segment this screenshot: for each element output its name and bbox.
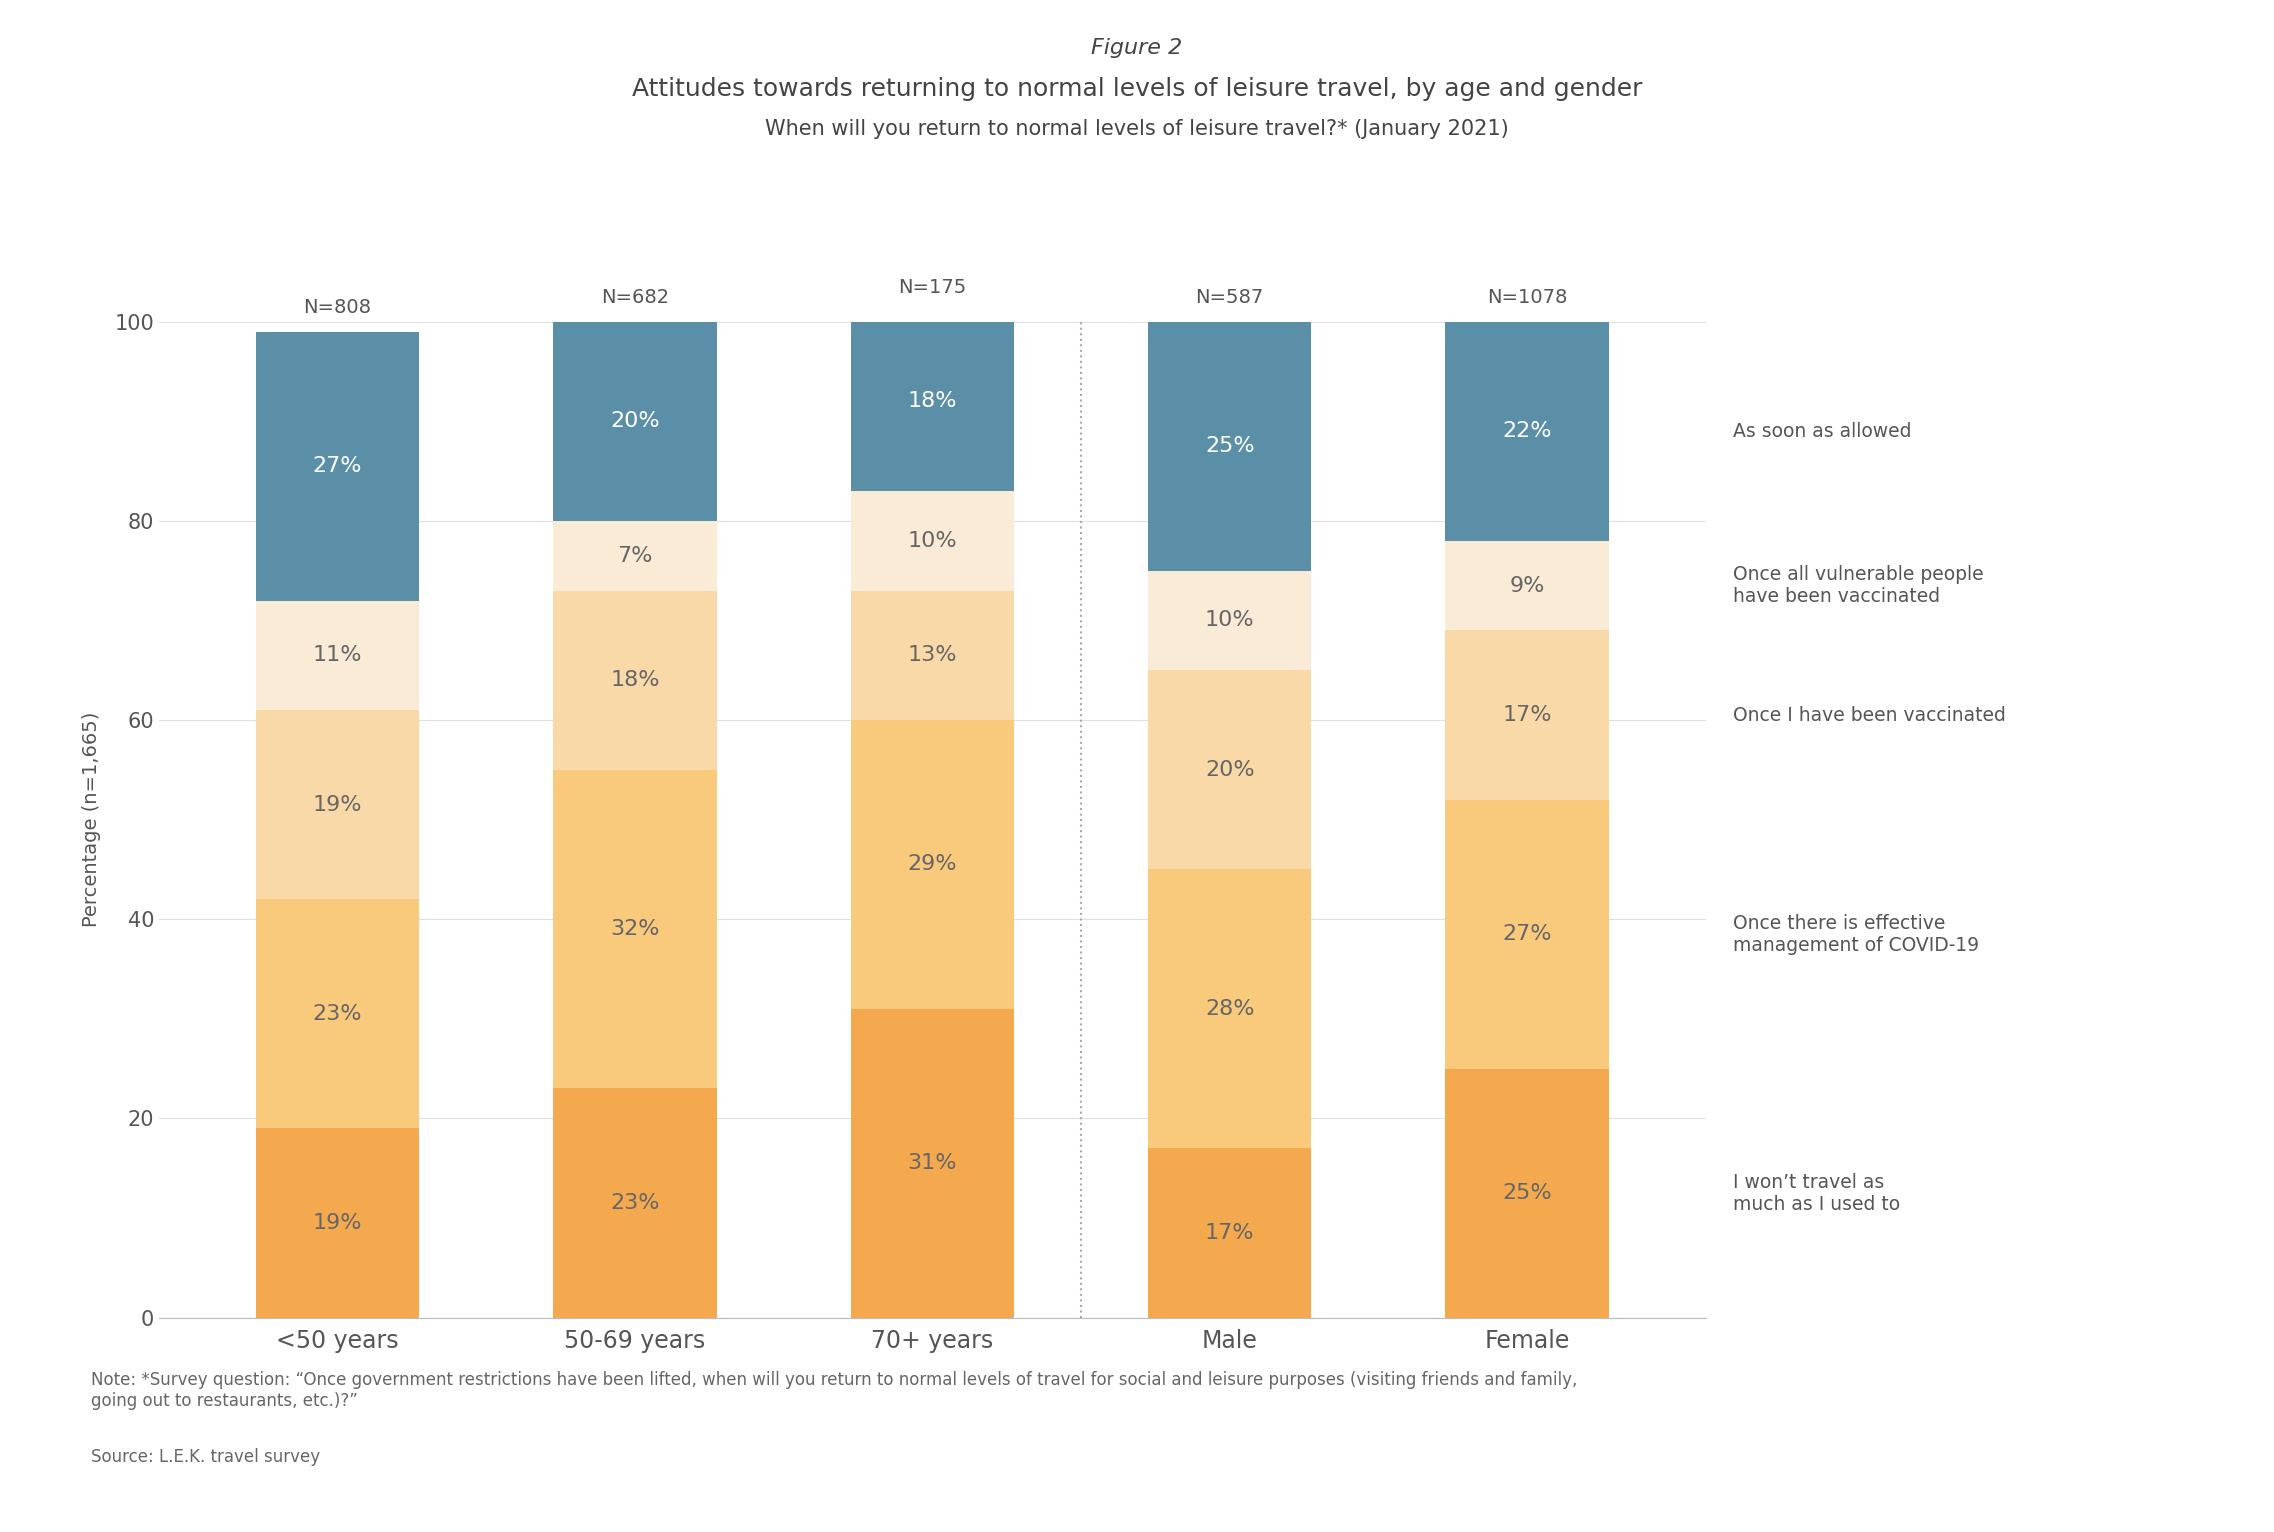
Bar — [850, 1008, 1014, 1318]
Text: 27%: 27% — [314, 457, 362, 476]
Bar — [850, 720, 1014, 1008]
Text: 32%: 32% — [609, 919, 659, 939]
Text: 17%: 17% — [1205, 1223, 1255, 1242]
Text: Once I have been vaccinated: Once I have been vaccinated — [1733, 706, 2006, 725]
Text: 22%: 22% — [1503, 421, 1551, 441]
Y-axis label: Percentage (n=1,665): Percentage (n=1,665) — [82, 712, 100, 927]
Bar — [257, 331, 418, 601]
Text: Once all vulnerable people
have been vaccinated: Once all vulnerable people have been vac… — [1733, 565, 1983, 607]
Text: As soon as allowed: As soon as allowed — [1733, 421, 1910, 441]
Text: 19%: 19% — [314, 795, 362, 815]
Text: N=175: N=175 — [898, 277, 966, 297]
Text: N=682: N=682 — [600, 288, 669, 306]
Bar — [553, 590, 716, 769]
Text: 31%: 31% — [907, 1154, 957, 1174]
Bar — [1446, 800, 1610, 1069]
Text: N=808: N=808 — [305, 297, 371, 317]
Bar — [1446, 541, 1610, 631]
Text: 11%: 11% — [314, 645, 362, 665]
Bar — [1446, 1069, 1610, 1318]
Bar — [553, 322, 716, 521]
Text: I won’t travel as
much as I used to: I won’t travel as much as I used to — [1733, 1172, 1899, 1213]
Text: 23%: 23% — [609, 1193, 659, 1213]
Bar — [553, 521, 716, 590]
Text: 23%: 23% — [314, 1003, 362, 1023]
Bar — [553, 1088, 716, 1318]
Text: 25%: 25% — [1205, 437, 1255, 457]
Bar — [1148, 322, 1312, 570]
Text: 19%: 19% — [314, 1213, 362, 1233]
Text: When will you return to normal levels of leisure travel?* (January 2021): When will you return to normal levels of… — [764, 119, 1510, 139]
Text: 17%: 17% — [1503, 705, 1551, 725]
Bar — [1148, 671, 1312, 869]
Text: 25%: 25% — [1503, 1183, 1551, 1203]
Text: 18%: 18% — [609, 669, 659, 691]
Text: 18%: 18% — [907, 391, 957, 412]
Text: Source: L.E.K. travel survey: Source: L.E.K. travel survey — [91, 1448, 321, 1466]
Text: 10%: 10% — [1205, 610, 1255, 631]
Text: Figure 2: Figure 2 — [1092, 38, 1182, 58]
Bar — [257, 1128, 418, 1318]
Text: 28%: 28% — [1205, 999, 1255, 1019]
Text: N=587: N=587 — [1196, 288, 1264, 306]
Text: 29%: 29% — [907, 855, 957, 875]
Text: 27%: 27% — [1503, 924, 1551, 944]
Bar — [1148, 570, 1312, 671]
Bar — [257, 899, 418, 1128]
Text: 9%: 9% — [1510, 576, 1544, 596]
Bar — [257, 711, 418, 899]
Bar — [850, 590, 1014, 720]
Bar — [553, 769, 716, 1088]
Bar — [850, 490, 1014, 590]
Text: N=1078: N=1078 — [1487, 288, 1567, 306]
Text: 10%: 10% — [907, 530, 957, 552]
Text: Once there is effective
management of COVID-19: Once there is effective management of CO… — [1733, 913, 1978, 954]
Text: 7%: 7% — [616, 545, 653, 565]
Bar — [850, 311, 1014, 490]
Bar — [257, 601, 418, 711]
Text: 20%: 20% — [609, 411, 659, 432]
Bar — [1148, 1149, 1312, 1318]
Text: Note: *Survey question: “Once government restrictions have been lifted, when wil: Note: *Survey question: “Once government… — [91, 1371, 1578, 1409]
Bar — [1148, 869, 1312, 1149]
Text: 20%: 20% — [1205, 760, 1255, 780]
Bar — [1446, 631, 1610, 800]
Text: 13%: 13% — [907, 645, 957, 665]
Bar — [1446, 322, 1610, 541]
Text: Attitudes towards returning to normal levels of leisure travel, by age and gende: Attitudes towards returning to normal le… — [632, 77, 1642, 101]
